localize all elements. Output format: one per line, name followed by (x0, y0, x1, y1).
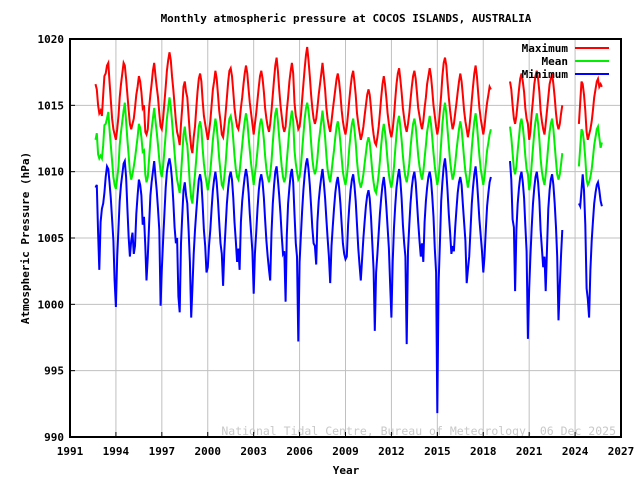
legend-label-mean: Mean (542, 55, 569, 68)
x-tick-label: 2000 (195, 445, 222, 458)
y-axis-label: Atmospheric Pressure (hPa) (19, 152, 32, 324)
x-tick-label: 2015 (424, 445, 451, 458)
x-tick-label: 2006 (286, 445, 313, 458)
x-tick-label: 1991 (57, 445, 84, 458)
series-line-minimum (509, 161, 564, 339)
x-tick-label: 2012 (378, 445, 405, 458)
credit-watermark: National Tidal Centre, Bureau of Meteoro… (221, 424, 616, 438)
series-line-maximum (577, 75, 603, 141)
series-line-mean (577, 122, 603, 188)
y-tick-label: 1020 (38, 33, 65, 46)
legend-label-minimum: Minimum (522, 68, 569, 81)
x-tick-label: 2003 (240, 445, 267, 458)
x-tick-label: 2021 (516, 445, 543, 458)
x-tick-label: 2009 (332, 445, 359, 458)
legend-label-maximum: Maximum (522, 42, 569, 55)
series-lines (94, 46, 603, 414)
tick-labels: 1991 1994 1997 2000 2003 2006 2009 2012 2015 2018… (38, 33, 635, 458)
chart-title: Monthly atmospheric pressure at COCOS IS… (161, 12, 532, 25)
x-axis-label: Year (333, 464, 360, 477)
y-tick-label: 1000 (38, 298, 65, 311)
x-tick-label: 1997 (149, 445, 176, 458)
x-tick-label: 2024 (562, 445, 589, 458)
y-tick-label: 1010 (38, 166, 65, 179)
series-line-minimum (577, 174, 603, 318)
series-line-mean (509, 113, 564, 191)
series-line-mean (94, 97, 492, 204)
x-tick-label: 1994 (103, 445, 130, 458)
x-tick-label: 2018 (470, 445, 497, 458)
x-tick-label: 2027 (608, 445, 635, 458)
y-tick-label: 990 (44, 431, 64, 444)
series-line-minimum (94, 157, 492, 414)
y-tick-label: 995 (44, 365, 64, 378)
series-line-maximum (509, 70, 564, 140)
y-tick-label: 1015 (38, 99, 65, 112)
series-line-maximum (94, 46, 492, 154)
y-tick-label: 1005 (38, 232, 65, 245)
